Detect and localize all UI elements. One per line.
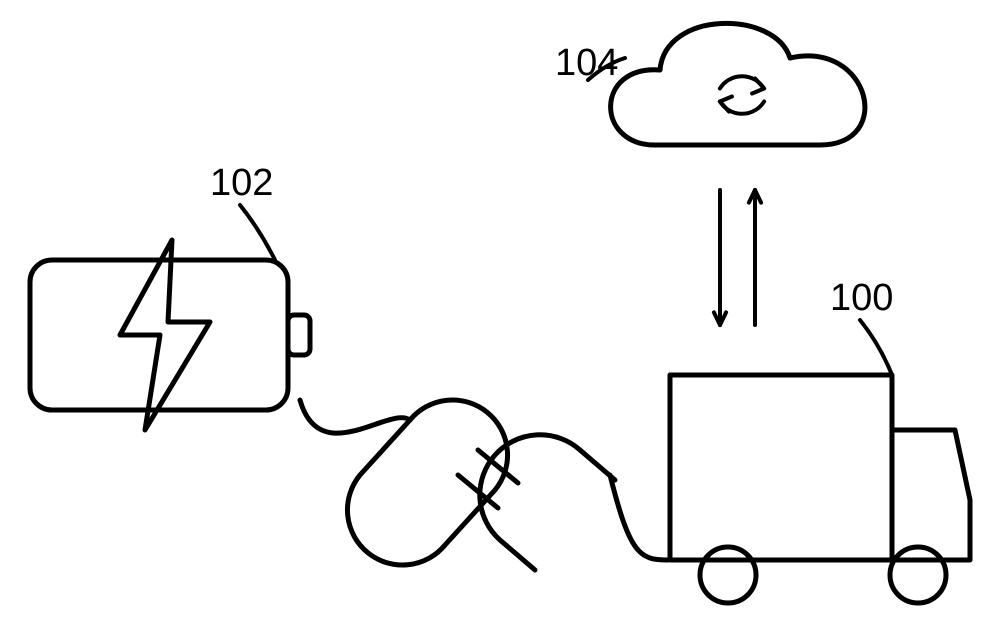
cable-1 [300,400,410,433]
battery [30,240,310,430]
lightning-icon [120,240,210,430]
cloud-icon [611,23,865,145]
truck [670,375,970,603]
socket [480,435,615,570]
cable-2 [610,475,668,560]
battery-label: 102 [210,162,273,204]
cloud [611,23,865,145]
truck-label: 100 [830,277,893,319]
